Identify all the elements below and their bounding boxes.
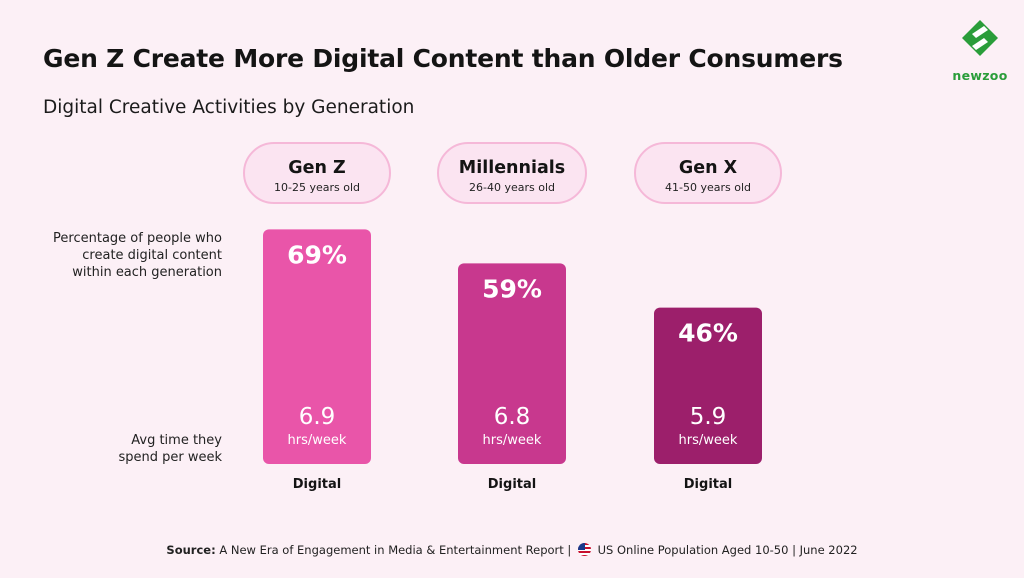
bar-value-label: 69% xyxy=(287,240,347,269)
group-name: Millennials xyxy=(458,158,566,178)
chart-title: Gen Z Create More Digital Content than O… xyxy=(43,44,843,73)
bar-value-label: 59% xyxy=(482,274,542,303)
group-name: Gen Z xyxy=(288,158,346,178)
time-row-label: Avg time they spend per week xyxy=(118,433,222,465)
source-details: US Online Population Aged 10-50 | June 2… xyxy=(597,543,858,557)
source-report: A New Era of Engagement in Media & Enter… xyxy=(219,543,572,557)
group-name: Gen X xyxy=(678,158,738,178)
bar-hours-unit: hrs/week xyxy=(288,433,347,448)
source-footer: Source: A New Era of Engagement in Media… xyxy=(0,543,1024,557)
newzoo-logo-icon xyxy=(962,20,998,56)
bar-category-label: Digital xyxy=(293,477,341,492)
bar-hours-label: 5.9 xyxy=(690,404,727,430)
bar-hours-unit: hrs/week xyxy=(679,433,738,448)
bar-hours-unit: hrs/week xyxy=(483,433,542,448)
bar-hours-label: 6.8 xyxy=(494,404,531,430)
bar-category-label: Digital xyxy=(684,477,732,492)
bar-2 xyxy=(654,307,762,464)
group-age: 26-40 years old xyxy=(469,181,555,194)
bar-hours-label: 6.9 xyxy=(299,404,336,430)
bar-value-label: 46% xyxy=(678,319,738,348)
newzoo-logo-text: newzoo xyxy=(952,68,1008,83)
bar-category-label: Digital xyxy=(488,477,536,492)
newzoo-logo: newzoo xyxy=(946,16,1016,86)
chart-subtitle: Digital Creative Activities by Generatio… xyxy=(43,97,415,118)
group-pill-gen-z: Gen Z 10-25 years old xyxy=(243,142,391,204)
group-pill-millennials: Millennials 26-40 years old xyxy=(437,142,587,204)
bar-0 xyxy=(263,229,371,464)
group-age: 41-50 years old xyxy=(665,181,751,194)
group-age: 10-25 years old xyxy=(274,181,360,194)
source-label: Source: xyxy=(166,543,216,557)
group-pill-gen-x: Gen X 41-50 years old xyxy=(634,142,782,204)
us-flag-icon xyxy=(577,543,591,556)
percentage-row-label: Percentage of people who create digital … xyxy=(53,231,222,280)
bar-1 xyxy=(458,263,566,464)
